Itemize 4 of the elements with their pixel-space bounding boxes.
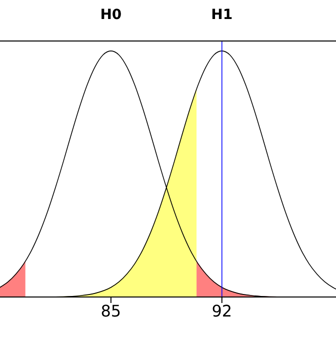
x-tick-label: 92 bbox=[212, 301, 232, 320]
text: H1 bbox=[211, 7, 233, 23]
x-tick-label: 85 bbox=[100, 301, 122, 320]
text: H0 bbox=[100, 7, 122, 23]
